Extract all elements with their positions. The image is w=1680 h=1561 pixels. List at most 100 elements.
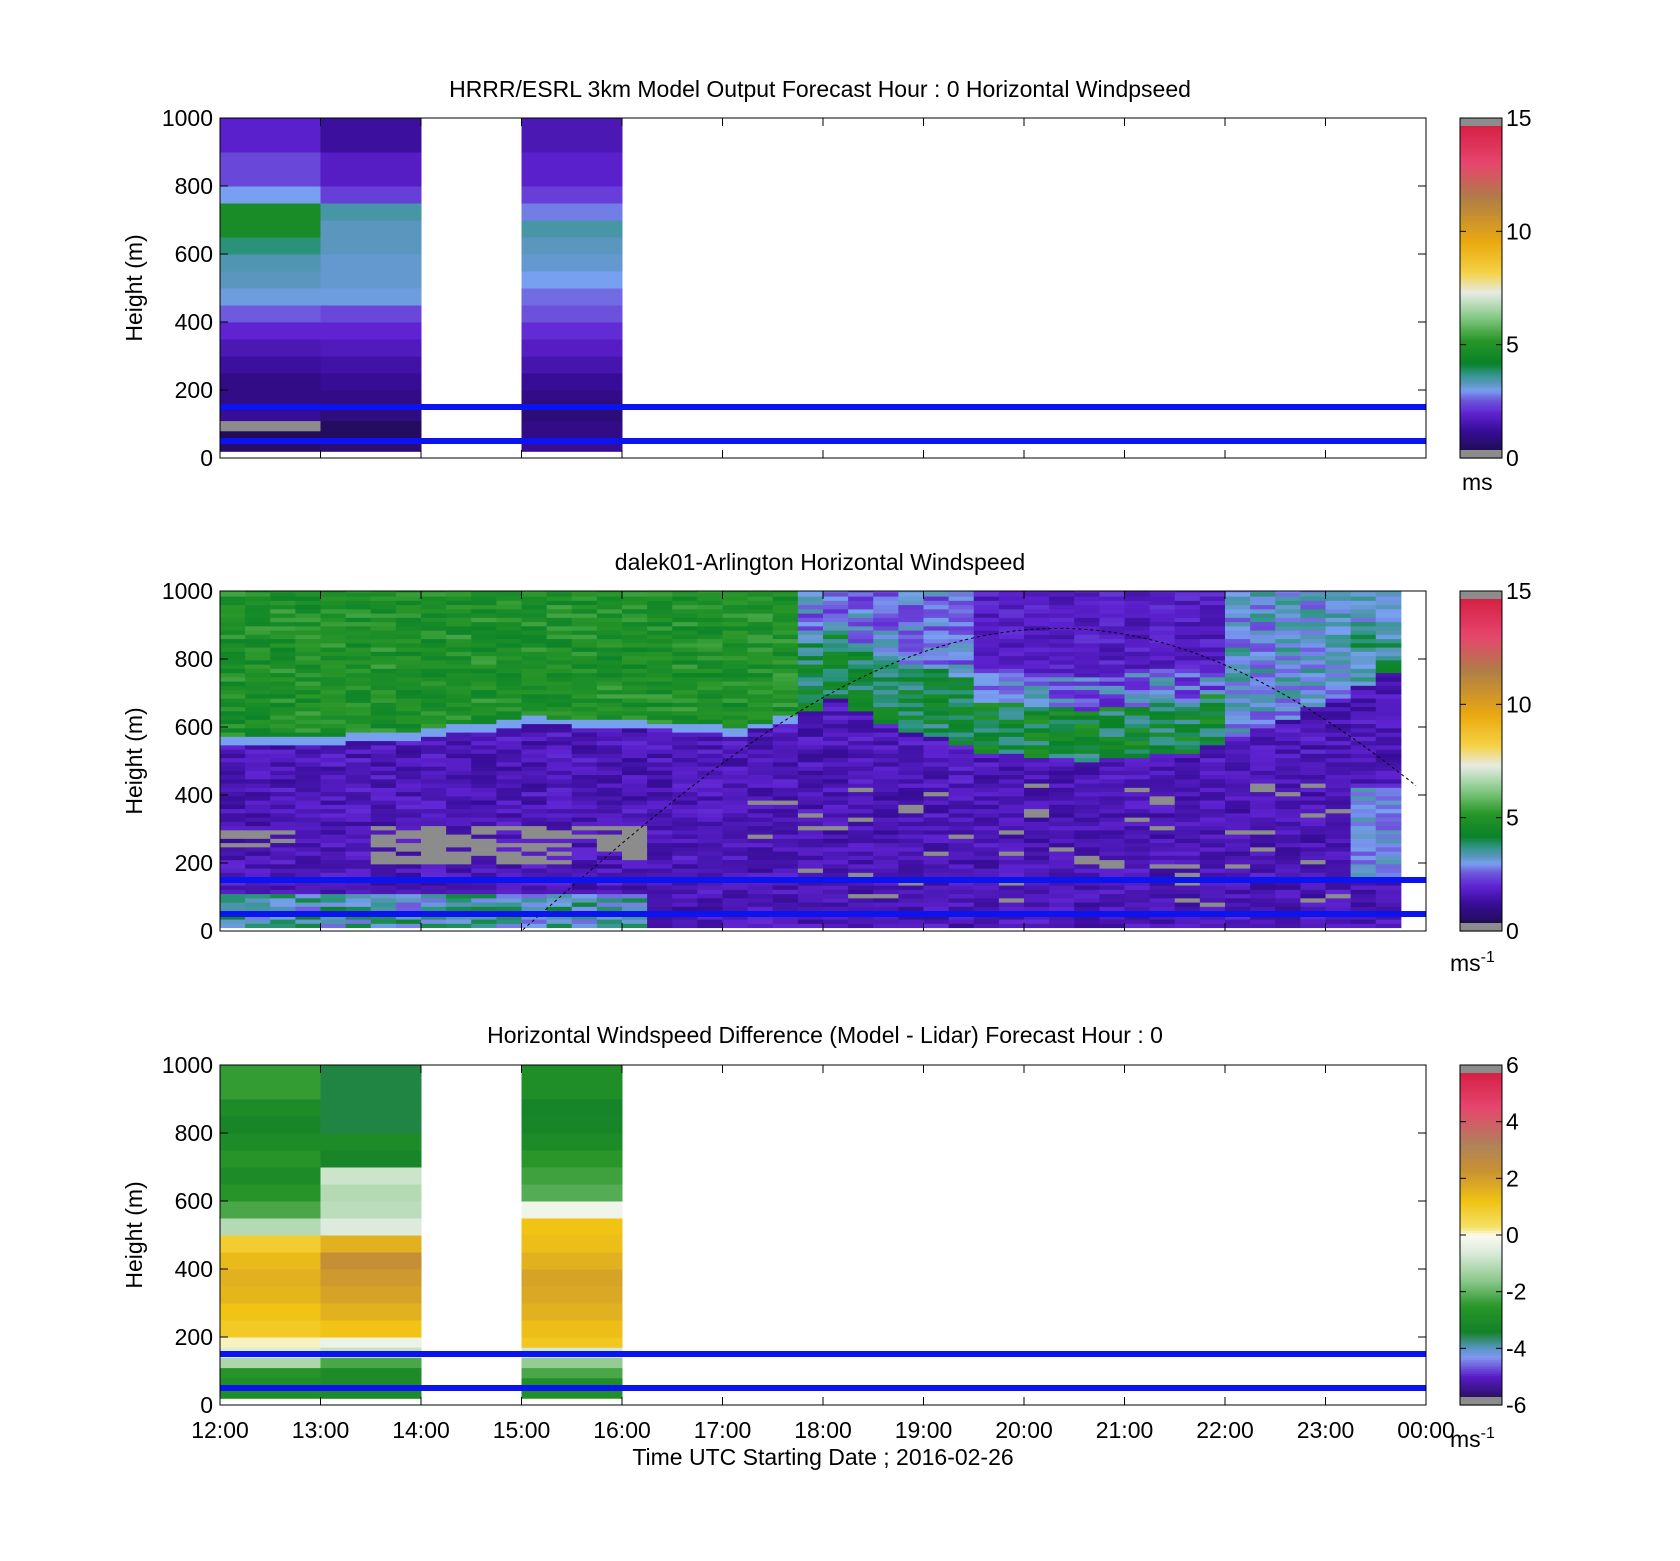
heatmap-cell	[421, 787, 447, 793]
x-tick-label: 20:00	[995, 1417, 1053, 1443]
colorbar-swatch	[1460, 290, 1502, 294]
heatmap-cell	[1124, 825, 1151, 831]
heatmap-cell	[722, 749, 749, 754]
heatmap-cell	[722, 846, 749, 852]
heatmap-cell	[496, 834, 522, 839]
heatmap-cell	[596, 625, 623, 631]
heatmap-cell	[647, 719, 673, 725]
heatmap-cell	[1225, 655, 1251, 661]
colorbar-swatch	[1460, 428, 1502, 432]
heatmap-cell	[647, 608, 673, 614]
heatmap-cell	[948, 685, 975, 691]
heatmap-cell	[1350, 651, 1377, 657]
heatmap-cell	[1225, 800, 1251, 805]
heatmap-cell	[1275, 608, 1301, 614]
heatmap-cell	[521, 220, 623, 238]
heatmap-cell	[421, 604, 447, 610]
heatmap-cell	[697, 855, 723, 861]
heatmap-cell	[797, 821, 824, 827]
heatmap-cell	[1325, 647, 1352, 652]
heatmap-cell	[1300, 591, 1326, 597]
heatmap-cell	[220, 630, 246, 635]
heatmap-cell	[948, 753, 975, 759]
heatmap-cell	[697, 630, 723, 635]
heatmap-cell	[923, 923, 950, 929]
heatmap-cell	[395, 630, 422, 635]
heatmap-cell	[1099, 613, 1125, 618]
heatmap-cell	[1225, 702, 1251, 708]
heatmap-cell	[496, 885, 522, 890]
heatmap-cell	[421, 795, 447, 801]
heatmap-cell	[1375, 778, 1402, 784]
heatmap-cell	[1250, 702, 1276, 708]
x-tick-label: 19:00	[895, 1417, 953, 1443]
heatmap-cell	[672, 698, 698, 703]
colorbar-swatch	[1460, 274, 1502, 278]
heatmap-cell	[496, 651, 522, 657]
heatmap-cell	[496, 880, 522, 886]
heatmap-cell	[1049, 770, 1075, 776]
heatmap-cell	[1375, 744, 1402, 750]
colorbar-swatch	[1460, 220, 1502, 223]
colorbar-swatch	[1460, 1130, 1502, 1134]
heatmap-cell	[1325, 693, 1352, 699]
heatmap-cell	[395, 885, 422, 890]
heatmap-cell	[1024, 647, 1050, 652]
heatmap-cell	[370, 902, 397, 907]
heatmap-cell	[270, 681, 296, 686]
heatmap-cell	[622, 715, 648, 720]
heatmap-cell	[1225, 817, 1251, 822]
heatmap-cell	[220, 889, 246, 895]
heatmap-cell	[672, 617, 698, 623]
heatmap-cell	[797, 766, 824, 771]
heatmap-cell	[697, 702, 723, 708]
heatmap-cell	[923, 676, 950, 682]
heatmap-cell	[496, 914, 522, 920]
heatmap-cell	[1350, 897, 1377, 903]
heatmap-cell	[295, 689, 321, 695]
heatmap-cell	[1174, 702, 1201, 708]
heatmap-cell	[1174, 753, 1201, 759]
heatmap-cell	[1049, 727, 1075, 733]
colorbar-swatch	[1460, 1121, 1502, 1125]
heatmap-cell	[345, 698, 372, 703]
heatmap-cell	[1375, 851, 1402, 856]
heatmap-cell	[823, 613, 849, 618]
heatmap-cell	[697, 808, 723, 814]
heatmap-cell	[622, 698, 648, 703]
heatmap-cell	[571, 647, 598, 652]
heatmap-cell	[421, 829, 447, 835]
heatmap-cell	[797, 872, 824, 878]
heatmap-cell	[923, 761, 950, 767]
heatmap-cell	[898, 800, 924, 805]
heatmap-cell	[571, 863, 598, 869]
heatmap-cell	[270, 608, 296, 614]
heatmap-cell	[873, 727, 899, 733]
heatmap-cell	[1199, 715, 1226, 720]
heatmap-cell	[521, 851, 548, 856]
heatmap-cell	[320, 693, 347, 699]
heatmap-cell	[1375, 600, 1402, 606]
heatmap-cell	[948, 591, 975, 597]
heatmap-cell	[1124, 778, 1151, 784]
heatmap-cell	[797, 596, 824, 601]
heatmap-cell	[823, 821, 849, 827]
heatmap-cell	[973, 800, 1000, 805]
heatmap-cell	[571, 706, 598, 712]
heatmap-cell	[1024, 770, 1050, 776]
colorbar-swatch	[1460, 1377, 1502, 1381]
heatmap-cell	[873, 676, 899, 682]
colorbar-swatch	[1460, 810, 1502, 814]
heatmap-cell	[521, 600, 548, 606]
heatmap-cell	[496, 630, 522, 635]
heatmap-cell	[1375, 774, 1402, 780]
heatmap-cell	[345, 710, 372, 716]
heatmap-cell	[898, 634, 924, 640]
heatmap-cell	[1174, 749, 1201, 754]
heatmap-cell	[220, 740, 246, 746]
colorbar-swatch	[1460, 1078, 1502, 1082]
heatmap-cell	[923, 846, 950, 852]
heatmap-cell	[1074, 902, 1100, 907]
heatmap-cell	[220, 885, 246, 890]
heatmap-cell	[1325, 719, 1352, 725]
